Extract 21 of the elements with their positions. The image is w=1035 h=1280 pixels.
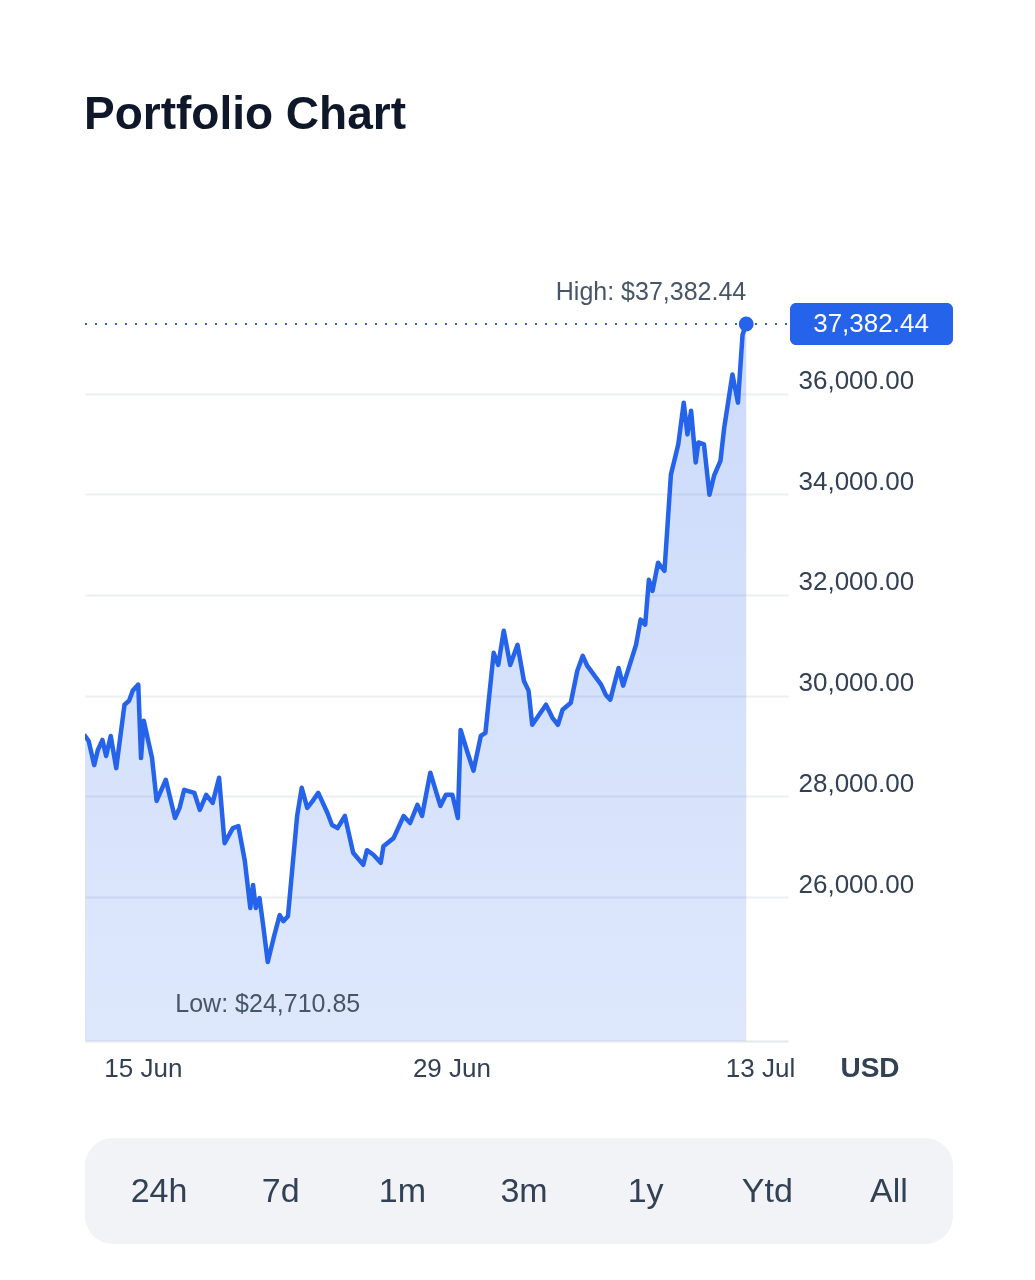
text: 3m: [500, 1171, 548, 1209]
x-tick-label: 15 Jun: [104, 1052, 183, 1083]
annotation: High: $37,382.44: [555, 277, 747, 305]
y-tick-label: 34,000.00: [798, 465, 915, 496]
ref-line-label: 37,382.44: [813, 308, 929, 338]
y-axis-title: USD: [840, 1052, 900, 1083]
x-tick-label: 29 Jun: [412, 1052, 491, 1083]
y-tick-label: 30,000.00: [798, 667, 915, 698]
y-tick-label: 32,000.00: [798, 566, 915, 597]
y-tick-label: 28,000.00: [798, 767, 915, 798]
y-tick-label: 26,000.00: [798, 868, 915, 899]
y-tick-label: 36,000.00: [798, 365, 915, 396]
x-tick-label: 13 Jul: [725, 1052, 796, 1083]
chart-title: Portfolio Chart: [84, 87, 406, 139]
text: 1m: [378, 1171, 426, 1209]
text: 7d: [261, 1171, 300, 1209]
annotation: Low: $24,710.85: [175, 988, 361, 1017]
text: Ytd: [741, 1171, 793, 1209]
text: 24h: [130, 1171, 188, 1209]
text: All: [870, 1171, 908, 1209]
text: 1y: [627, 1171, 664, 1209]
